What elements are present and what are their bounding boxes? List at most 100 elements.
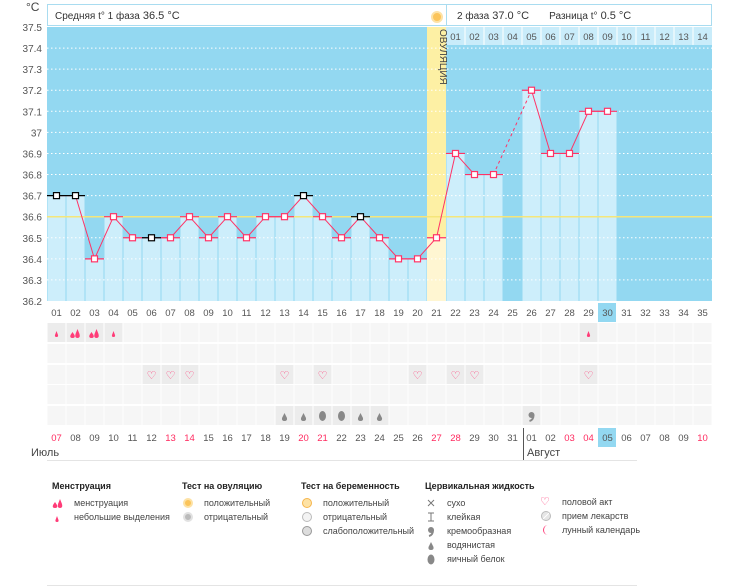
phase2-day-label: 08: [583, 32, 594, 43]
cycle-day-label: 15: [317, 308, 328, 319]
date-label: 11: [128, 433, 138, 444]
temperature-bar: [66, 195, 85, 301]
symptom-cell-menstruation: [351, 323, 370, 342]
spotting-icon: [52, 511, 68, 523]
symptom-cell-ovulation_test: [389, 344, 408, 363]
today-highlight: [598, 428, 616, 447]
y-tick-label: 37.3: [23, 65, 43, 76]
cycle-day-label: 22: [450, 308, 461, 319]
heart-icon: ♡: [584, 370, 594, 382]
date-label: 31: [507, 433, 518, 444]
egg-white-icon: [319, 411, 326, 421]
phase2-day-label: 02: [469, 32, 480, 43]
temperature-point: [261, 213, 270, 221]
sticky-icon: [425, 511, 441, 523]
y-tick-label: 37: [31, 128, 43, 139]
cycle-day-label: 35: [697, 308, 708, 319]
watery-icon: [357, 413, 364, 421]
date-label: 18: [260, 433, 271, 444]
ovulation-label: ОВУЛЯЦИЯ: [437, 29, 448, 85]
symptom-cell-ovulation_test: [522, 344, 541, 363]
symptom-cell-pregnancy_test: [294, 385, 313, 404]
symptom-cell-intercourse: [636, 365, 655, 384]
symptom-cell-cervical: [598, 406, 617, 425]
phase2-day-label: 07: [564, 32, 575, 43]
spotting-icon: [111, 331, 116, 337]
weekend-date-label: 07: [51, 433, 62, 444]
spotting-icon: [586, 331, 591, 337]
symptom-cell-ovulation_test: [66, 344, 85, 363]
temperature-point: [204, 234, 213, 242]
pregnancy-weak-icon: [301, 525, 317, 537]
date-label: 02: [545, 433, 556, 444]
temperature-bar: [598, 111, 617, 301]
cycle-day-label: 20: [412, 308, 423, 319]
cycle-day-label: 07: [165, 308, 176, 319]
symptom-cell-ovulation_test: [313, 344, 332, 363]
legend-other: ♡ половой акт прием лекарств лунный кален…: [540, 495, 640, 537]
y-tick-label: 36.2: [23, 297, 43, 308]
symptom-cell-pregnancy_test: [275, 385, 294, 404]
symptom-cell-menstruation: [389, 323, 408, 342]
ovulation-marker: [427, 4, 447, 26]
date-label: 08: [659, 433, 670, 444]
phase2-day-label: 03: [488, 32, 499, 43]
y-tick-label: 36.7: [23, 192, 43, 203]
symptom-cell-menstruation: [560, 323, 579, 342]
symptom-cell-cervical: [541, 406, 560, 425]
symptom-cell-pregnancy_test: [484, 385, 503, 404]
phase2-summary: 2 фаза 37.0 °C Разница t° 0.5 °C: [446, 4, 712, 26]
symptom-cell-intercourse: [199, 365, 218, 384]
watery-icon: [300, 413, 307, 421]
symptom-cell-intercourse: [465, 365, 484, 384]
legend-title: Менструация: [52, 481, 111, 491]
symptom-cell-pregnancy_test: [66, 385, 85, 404]
symptom-cell-cervical: [66, 406, 85, 425]
unit-label: °C: [26, 0, 40, 14]
y-tick-label: 37.2: [23, 86, 43, 97]
symptom-cell-ovulation_test: [693, 344, 712, 363]
symptom-cell-cervical: [256, 406, 275, 425]
cycle-day-label: 24: [488, 308, 499, 319]
symptom-cell-ovulation_test: [351, 344, 370, 363]
heart-icon: ♡: [280, 370, 290, 382]
symptom-cell-pregnancy_test: [370, 385, 389, 404]
date-label: 16: [222, 433, 233, 444]
symptom-cell-pregnancy_test: [199, 385, 218, 404]
heart-icon: ♡: [147, 370, 157, 382]
symptom-cell-cervical: [218, 406, 237, 425]
temperature-point: [90, 255, 99, 263]
cycle-day-label: 04: [108, 308, 119, 319]
date-label: 05: [602, 433, 613, 444]
temperature-bar: [332, 237, 351, 301]
cycle-day-label: 19: [393, 308, 404, 319]
symptom-cell-cervical: [199, 406, 218, 425]
weekend-date-label: 28: [450, 433, 461, 444]
date-label: 22: [336, 433, 347, 444]
symptom-cell-menstruation: [541, 323, 560, 342]
symptom-cell-pregnancy_test: [161, 385, 180, 404]
phase2-day-label: 13: [678, 32, 689, 43]
symptom-cell-ovulation_test: [503, 344, 522, 363]
temperature-bar: [484, 174, 503, 301]
temperature-line-segment: [531, 90, 551, 154]
bottom-rule: [47, 460, 637, 461]
legend-ovulation-test: Тест на овуляцию положительный отрицател…: [182, 481, 270, 524]
symptom-cell-intercourse: [256, 365, 275, 384]
temperature-point: [584, 107, 593, 115]
symptom-cell-intercourse: [484, 365, 503, 384]
ovulation-column: [427, 27, 446, 301]
symptom-cell-pregnancy_test: [560, 385, 579, 404]
cycle-day-label: 25: [507, 308, 518, 319]
symptom-cell-ovulation_test: [655, 344, 674, 363]
date-label: 06: [621, 433, 632, 444]
symptom-cell-cervical: [484, 406, 503, 425]
menstruation-icon: [89, 329, 99, 338]
menstruation-icon: [52, 497, 68, 509]
symptom-cell-pregnancy_test: [503, 385, 522, 404]
symptom-cell-cervical: [180, 406, 199, 425]
symptom-cell-intercourse: [142, 365, 161, 384]
legend-label: клейкая: [447, 512, 481, 522]
symptom-cell-intercourse: [180, 365, 199, 384]
